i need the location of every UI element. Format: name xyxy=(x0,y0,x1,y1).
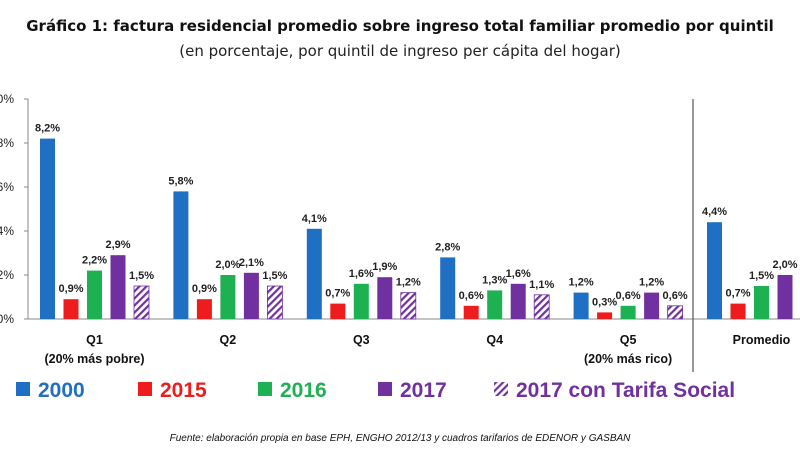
legend-label: 2000 xyxy=(38,379,85,402)
y-tick-label: 2% xyxy=(0,268,14,282)
legend-label: 2017 xyxy=(400,379,447,402)
y-tick-label: 4% xyxy=(0,224,14,238)
data-label: 0,7% xyxy=(325,288,350,300)
data-label: 1,9% xyxy=(372,261,397,273)
bar-q1-2017 xyxy=(110,255,126,319)
data-label: 2,2% xyxy=(82,255,107,267)
data-label: 1,3% xyxy=(482,274,507,286)
bar-q3-2016 xyxy=(353,283,369,319)
bar-q5-2015 xyxy=(597,312,613,319)
legend-swatch xyxy=(258,382,272,396)
data-label: 0,6% xyxy=(459,290,484,302)
x-tick-label: Q1 xyxy=(86,333,103,347)
data-label: 0,6% xyxy=(616,290,641,302)
data-label: 1,2% xyxy=(396,277,421,289)
bar-q4-2015 xyxy=(463,305,479,319)
bar-q5-2000 xyxy=(573,292,589,319)
bar-q2-2016 xyxy=(220,275,236,319)
data-label: 2,0% xyxy=(215,259,240,271)
data-label: 2,9% xyxy=(105,239,130,251)
legend-swatch xyxy=(16,382,30,396)
data-label: 4,4% xyxy=(702,206,727,218)
data-label: 0,3% xyxy=(592,296,617,308)
bar-q3-2015 xyxy=(330,303,346,319)
legend-swatch xyxy=(378,382,392,396)
data-label: 1,5% xyxy=(262,270,287,282)
source-note: Fuente: elaboración propia en base EPH, … xyxy=(170,433,632,444)
bar-promedio-2000 xyxy=(707,222,722,319)
legend-label: 2016 xyxy=(280,379,327,402)
data-label: 2,1% xyxy=(239,257,264,269)
bar-q2-2000 xyxy=(173,191,189,319)
chart-subtitle: (en porcentaje, por quintil de ingreso p… xyxy=(179,42,621,60)
bar-q2-2015 xyxy=(196,299,212,319)
bar-q1-2017-con-tarifa-social xyxy=(133,285,150,320)
legend-swatch xyxy=(494,382,508,396)
legend-label: 2015 xyxy=(160,379,207,402)
x-tick-sublabel: (20% más rico) xyxy=(584,352,672,366)
data-label: 1,1% xyxy=(529,279,554,291)
bar-promedio-2015 xyxy=(730,303,746,319)
data-label: 0,6% xyxy=(663,290,688,302)
data-label: 1,2% xyxy=(569,277,594,289)
data-label: 1,6% xyxy=(506,268,531,280)
x-tick-sublabel: (20% más pobre) xyxy=(44,352,144,366)
bar-q3-2017-con-tarifa-social xyxy=(400,292,417,320)
data-label: 8,2% xyxy=(35,123,60,135)
y-tick-label: 6% xyxy=(0,180,14,194)
data-label: 1,6% xyxy=(349,268,374,280)
y-tick-label: 8% xyxy=(0,136,14,150)
x-tick-label: Q4 xyxy=(486,333,503,347)
legend-label: 2017 con Tarifa Social xyxy=(516,379,735,402)
bar-q3-2000 xyxy=(306,228,322,319)
x-tick-label: Promedio xyxy=(733,333,791,347)
x-tick-label: Q3 xyxy=(353,333,370,347)
bar-q4-2017-con-tarifa-social xyxy=(533,294,550,320)
bar-q2-2017-con-tarifa-social xyxy=(266,285,283,320)
bar-q4-2000 xyxy=(440,257,456,319)
bar-q1-2016 xyxy=(87,270,102,319)
chart-title: Gráfico 1: factura residencial promedio … xyxy=(26,17,773,35)
bar-q1-2015 xyxy=(63,299,79,319)
bar-q4-2017 xyxy=(510,283,526,319)
data-label: 0,9% xyxy=(58,283,83,295)
x-tick-label: Q5 xyxy=(620,333,637,347)
data-label: 0,7% xyxy=(725,288,750,300)
bar-promedio-2016 xyxy=(754,286,769,319)
bar-q5-2017-con-tarifa-social xyxy=(667,305,683,320)
y-tick-label: 10% xyxy=(0,92,14,106)
data-label: 0,9% xyxy=(192,283,217,295)
y-tick-label: 0% xyxy=(0,312,14,326)
bar-q1-2000 xyxy=(40,138,55,319)
legend-swatch xyxy=(138,382,152,396)
bar-q5-2017 xyxy=(644,292,660,319)
data-label: 2,8% xyxy=(435,241,460,253)
data-label: 2,0% xyxy=(772,259,797,271)
bar-q4-2016 xyxy=(487,290,503,319)
data-label: 1,2% xyxy=(639,277,664,289)
bar-q5-2016 xyxy=(620,305,636,319)
data-label: 5,8% xyxy=(168,175,193,187)
bar-promedio-2017 xyxy=(777,275,793,319)
x-tick-label: Q2 xyxy=(220,333,237,347)
bar-q2-2017 xyxy=(243,272,259,319)
data-label: 4,1% xyxy=(302,213,327,225)
data-label: 1,5% xyxy=(129,270,154,282)
data-label: 1,5% xyxy=(749,270,774,282)
bar-q3-2017 xyxy=(377,277,393,319)
